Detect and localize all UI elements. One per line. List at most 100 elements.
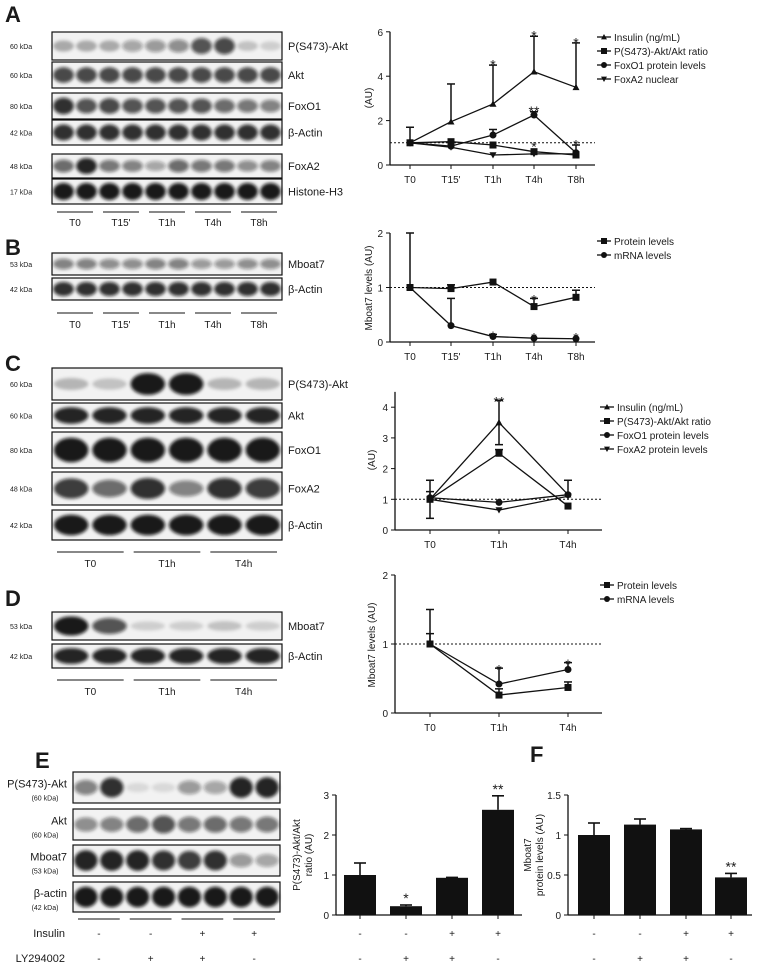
group-label: T8h [250,218,267,229]
significance-mark: * [531,139,537,155]
marker-circle [406,284,414,291]
blot-label: FoxA2 [288,484,320,496]
marker-square [604,418,610,424]
legend-label: Insulin (ng/mL) [614,33,680,44]
x-tick-label: T0 [404,175,416,186]
panel-letter-F: F [530,742,543,767]
blot-label: FoxA2 [288,161,320,173]
blot-label: Mboat7 [288,621,325,633]
band [74,779,98,796]
bar [344,875,376,915]
y-tick-label: 1 [555,831,561,842]
band [130,407,166,424]
band [191,159,212,173]
band [76,67,97,83]
group-label: T1h [158,320,175,331]
band [214,259,235,269]
marker-square [601,48,607,54]
band [100,886,124,908]
band [168,124,189,141]
band [53,616,89,636]
band [130,648,166,664]
legend-label: FoxO1 protein levels [614,61,706,72]
band [53,97,74,115]
band [99,67,120,83]
blot-label: Akt [288,411,304,423]
band [76,98,97,114]
group-label: T0 [69,320,81,331]
band [191,182,212,201]
band [191,67,212,83]
treatment-sign: - [97,954,100,965]
group-label: T1h [158,218,175,229]
legend-label: P(S473)-Akt/Akt ratio [617,417,711,428]
band [214,182,235,201]
blot-label: Histone-H3 [288,187,343,199]
blot-label: β-Actin [288,284,322,296]
band [237,41,258,51]
blot-frame [51,643,283,669]
y-tick-label: 2 [377,117,383,128]
bar [670,829,702,915]
band [237,182,258,201]
significance-mark: * [531,28,537,44]
blot-A-2 [51,92,283,120]
blot-frame [51,611,283,641]
treatment-sign: + [728,929,734,940]
treatment-sign: - [592,929,595,940]
marker-square [489,278,497,286]
marker-square [564,502,572,510]
band [76,40,97,52]
band [100,816,124,833]
treatment-sign: + [403,954,409,965]
band [92,617,127,635]
band [207,514,242,536]
marker-triangle-down [601,76,607,82]
significance-mark: ** [726,858,737,874]
treatment-sign: - [358,929,361,940]
band [168,373,204,395]
band [53,407,89,424]
band [99,98,120,114]
series-3 [426,493,572,514]
y-tick-label: 6 [377,28,383,39]
kda-label: (53 kDa) [32,869,59,876]
band [168,159,189,173]
blot-label: P(S473)-Akt [288,379,348,391]
band [207,437,242,463]
y-tick-label: 0 [382,526,388,537]
significance-mark: * [403,890,409,906]
band [145,160,166,172]
significance-mark: * [490,57,496,73]
band [122,67,143,83]
band [260,41,281,51]
kda-label: 60 kDa [10,73,32,80]
x-tick-label: T4h [525,352,542,363]
y-tick-label: 3 [323,791,329,802]
blot-C-1 [51,402,283,429]
panel-letter-A: A [5,2,21,27]
marker-triangle-down [564,493,572,500]
treatment-label: Insulin [33,928,65,940]
band [191,124,212,141]
band [229,853,253,868]
blot-frame [51,402,283,429]
treatment-sign: + [495,929,501,940]
y-tick-label: 1 [377,284,383,295]
bar [624,824,656,915]
band [255,854,279,867]
band [122,160,143,172]
significance-mark: * [531,292,537,308]
band [191,281,212,297]
band [177,816,202,833]
marker-square [572,293,580,301]
y-tick-label: 1 [382,640,388,651]
band [130,373,166,395]
kda-label: 53 kDa [10,624,32,631]
treatment-sign: + [449,929,455,940]
band [255,777,279,798]
group-label: T15' [111,218,130,229]
band [214,124,235,141]
marker-triangle-up [489,100,497,107]
